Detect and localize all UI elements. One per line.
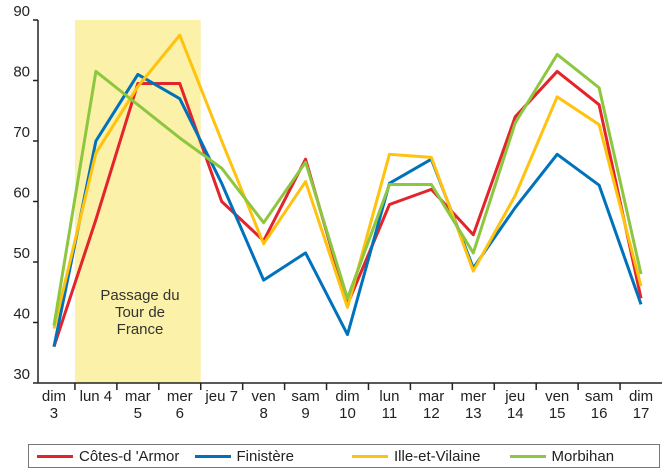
legend-item: Morbihan xyxy=(509,447,660,465)
x-tick-label: ven 15 xyxy=(545,388,570,422)
x-tick-label: dim 3 xyxy=(41,388,67,422)
x-tick-label: jeu 14 xyxy=(505,388,526,422)
x-tick-label: mer 6 xyxy=(166,388,193,422)
x-tick-label: dim 10 xyxy=(335,388,360,422)
legend-item: Côtes-d 'Armor xyxy=(37,448,187,465)
x-tick-label: sam 16 xyxy=(584,388,614,422)
legend-swatch xyxy=(352,454,388,458)
annotation: Passage du Tour de France xyxy=(100,287,180,338)
legend-label: Côtes-d 'Armor xyxy=(79,447,180,465)
x-tick-label: mar 12 xyxy=(418,388,445,422)
legend-item: Finistère xyxy=(194,447,345,465)
x-tick-label: ven 8 xyxy=(251,388,276,422)
x-tick-label: lun 11 xyxy=(379,388,400,422)
legend-label: Ille-et-Vilaine xyxy=(394,447,481,465)
legend: Côtes-d 'Armor Finistère Ille-et-Vilaine Mo… xyxy=(28,444,660,468)
x-tick-label: jeu 7 xyxy=(205,388,238,405)
legend-item: Ille-et-Vilaine xyxy=(352,448,502,465)
y-tick-label: 60 xyxy=(13,184,30,201)
legend-swatch xyxy=(509,454,546,458)
legend-label: Finistère xyxy=(236,447,295,465)
series-line xyxy=(52,52,643,326)
x-tick-label: lun 4 xyxy=(79,388,113,405)
y-tick-label: 30 xyxy=(13,366,30,383)
legend-swatch xyxy=(37,454,73,458)
y-tick-label: 50 xyxy=(13,245,30,262)
y-tick-label: 40 xyxy=(13,305,30,322)
x-tick-label: dim 17 xyxy=(628,388,654,422)
series-line xyxy=(52,33,643,329)
y-tick-label: 70 xyxy=(13,124,30,141)
x-tick-label: mar 5 xyxy=(124,388,151,422)
legend-swatch xyxy=(194,454,231,458)
y-tick-label: 90 xyxy=(13,3,30,20)
series-line xyxy=(52,72,643,347)
y-tick-label: 80 xyxy=(13,63,30,80)
x-tick-label: mer 13 xyxy=(460,388,487,422)
legend-label: Morbihan xyxy=(551,447,615,465)
x-tick-label: sam 9 xyxy=(291,388,320,422)
plot: 30 40 50 60 70 80 90 xyxy=(13,3,662,390)
